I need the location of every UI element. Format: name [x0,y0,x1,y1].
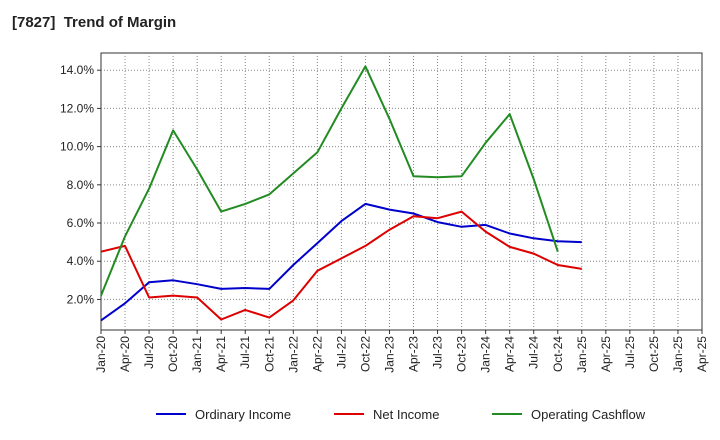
ordinary-income-line [100,202,582,322]
x-tick-label: Oct-22 [358,336,372,372]
x-tick-label: Jan-20 [94,336,108,373]
x-tick-label: Jul-25 [623,336,637,369]
plot-area [100,52,703,331]
y-axis-ticks: 2.0% 4.0% 6.0% 8.0% 10.0% 12.0% 14.0% [60,63,101,306]
x-tick-label: Oct-21 [262,336,276,372]
series-lines [100,65,582,322]
y-tick-label: 4.0% [67,254,95,268]
x-tick-label: Apr-21 [214,336,228,372]
x-tick-label: Jan-24 [479,336,493,373]
x-tick-label: Apr-24 [503,336,517,372]
operating-cashflow-line [100,65,559,296]
x-tick-label: Jul-24 [527,336,541,369]
y-tick-label: 8.0% [67,178,95,192]
x-tick-label: Jan-21 [190,336,204,373]
y-tick-label: 2.0% [67,292,95,306]
x-tick-label: Jul-23 [431,336,445,369]
x-tick-label: Apr-25 [695,336,709,372]
y-tick-label: 6.0% [67,216,95,230]
x-tick-label: Oct-24 [551,336,565,372]
x-tick-label: Jan-25 [575,336,589,373]
x-tick-label: Oct-20 [166,336,180,372]
x-tick-label: Apr-22 [310,336,324,372]
net-income-line [100,210,582,321]
x-tick-label: Jan-22 [286,336,300,373]
x-tick-label: Jul-22 [334,336,348,369]
grid-lines [101,53,702,330]
y-tick-label: 12.0% [60,101,94,115]
x-tick-label: Apr-25 [599,336,613,372]
x-tick-label: Oct-25 [647,336,661,372]
x-tick-label: Jul-21 [238,336,252,369]
x-tick-label: Jan-23 [382,336,396,373]
y-tick-label: 14.0% [60,63,94,77]
x-tick-label: Jan-25 [671,336,685,373]
operating-cashflow-legend-label: Operating Cashflow [531,407,646,422]
x-axis-ticks: Jan-20 Apr-20 Jul-20 Oct-20 Jan-21 Apr-21 Jul-… [94,330,709,373]
chart-title: [7827] Trend of Margin [12,14,177,31]
legend: Ordinary Income Net Income Operating Cashf… [156,407,646,422]
x-tick-label: Oct-23 [455,336,469,372]
y-tick-label: 10.0% [60,140,94,154]
net-income-legend-label: Net Income [373,407,439,422]
ordinary-income-legend-label: Ordinary Income [195,407,291,422]
x-tick-label: Apr-20 [118,336,132,372]
x-tick-label: Jul-20 [142,336,156,369]
x-tick-label: Apr-23 [407,336,421,372]
